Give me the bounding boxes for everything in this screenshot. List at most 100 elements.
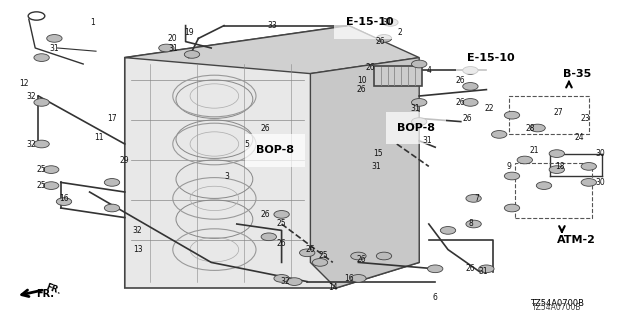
Text: 29: 29 — [120, 156, 130, 164]
Text: 31: 31 — [371, 162, 381, 171]
Text: 8: 8 — [468, 220, 473, 228]
Text: 27: 27 — [553, 108, 563, 116]
Text: FR.: FR. — [45, 283, 63, 296]
Text: 32: 32 — [280, 277, 290, 286]
Polygon shape — [310, 58, 419, 288]
Text: 25: 25 — [36, 181, 47, 190]
Text: 21: 21 — [530, 146, 539, 155]
Circle shape — [479, 265, 494, 273]
Circle shape — [34, 140, 49, 148]
Circle shape — [351, 275, 366, 282]
Text: 22: 22 — [485, 104, 494, 113]
Circle shape — [428, 265, 443, 273]
Text: 23: 23 — [580, 114, 591, 123]
Circle shape — [440, 227, 456, 234]
Text: 26: 26 — [276, 239, 287, 248]
Text: 16: 16 — [59, 194, 69, 203]
Text: 26: 26 — [462, 114, 472, 123]
Text: 31: 31 — [422, 136, 433, 145]
Circle shape — [300, 249, 315, 257]
Circle shape — [549, 150, 564, 157]
Circle shape — [549, 166, 564, 173]
Circle shape — [466, 220, 481, 228]
Circle shape — [351, 252, 366, 260]
Circle shape — [184, 51, 200, 58]
Circle shape — [412, 118, 427, 125]
Circle shape — [287, 278, 302, 285]
Circle shape — [383, 19, 398, 26]
Text: 2: 2 — [397, 28, 403, 36]
Text: 30: 30 — [595, 178, 605, 187]
Circle shape — [34, 54, 49, 61]
Circle shape — [274, 211, 289, 218]
Text: 25: 25 — [36, 165, 47, 174]
Circle shape — [412, 99, 427, 106]
Text: 17: 17 — [107, 114, 117, 123]
Circle shape — [466, 195, 481, 202]
Circle shape — [44, 166, 59, 173]
Circle shape — [504, 204, 520, 212]
Text: 20: 20 — [168, 34, 178, 43]
Text: 1: 1 — [90, 18, 95, 27]
Text: 4: 4 — [426, 66, 431, 75]
Text: 31: 31 — [410, 104, 420, 113]
Text: TZ54A0700B: TZ54A0700B — [530, 300, 584, 308]
Text: 25: 25 — [318, 252, 328, 260]
Bar — [515, 163, 592, 218]
Text: 13: 13 — [132, 245, 143, 254]
Circle shape — [312, 259, 328, 266]
Text: 11: 11 — [95, 133, 104, 142]
Text: 16: 16 — [344, 274, 354, 283]
Text: 32: 32 — [26, 92, 36, 100]
Circle shape — [581, 163, 596, 170]
Text: 28: 28 — [525, 124, 534, 132]
Text: E-15-10: E-15-10 — [467, 52, 515, 63]
Text: 32: 32 — [132, 226, 143, 235]
Circle shape — [412, 60, 427, 68]
Circle shape — [492, 131, 507, 138]
Text: 25: 25 — [276, 220, 287, 228]
Text: BOP-8: BOP-8 — [256, 145, 294, 156]
Circle shape — [56, 198, 72, 205]
Text: 3: 3 — [225, 172, 230, 180]
Circle shape — [530, 124, 545, 132]
Text: 33: 33 — [267, 21, 277, 30]
Text: 26: 26 — [376, 37, 386, 46]
Text: 18: 18 — [556, 162, 564, 171]
Text: 26: 26 — [356, 85, 367, 94]
Text: 6: 6 — [433, 293, 438, 302]
Text: E-15-10: E-15-10 — [346, 17, 393, 28]
Text: 31: 31 — [382, 18, 392, 27]
Text: BOP-8: BOP-8 — [397, 123, 435, 133]
Text: 19: 19 — [184, 28, 194, 36]
Circle shape — [536, 182, 552, 189]
Circle shape — [376, 35, 392, 42]
Circle shape — [463, 67, 478, 74]
Text: 26: 26 — [456, 76, 466, 84]
Circle shape — [261, 233, 276, 241]
Text: 32: 32 — [26, 140, 36, 148]
Text: 12: 12 — [20, 79, 29, 88]
Text: 26: 26 — [260, 124, 271, 132]
Text: 24: 24 — [574, 133, 584, 142]
Circle shape — [463, 99, 478, 106]
Circle shape — [44, 182, 59, 189]
Circle shape — [104, 179, 120, 186]
Text: 31: 31 — [168, 44, 178, 52]
Polygon shape — [125, 26, 419, 288]
Text: 9: 9 — [506, 162, 511, 171]
FancyBboxPatch shape — [374, 66, 422, 86]
Text: 14: 14 — [328, 284, 338, 292]
Text: 26: 26 — [465, 264, 476, 273]
Text: 26: 26 — [365, 63, 375, 72]
Circle shape — [34, 99, 49, 106]
Text: TZ54A0700B: TZ54A0700B — [532, 303, 582, 312]
Circle shape — [517, 156, 532, 164]
Bar — [509, 96, 589, 134]
Text: 26: 26 — [305, 245, 316, 254]
Circle shape — [376, 252, 392, 260]
Text: ATM-2: ATM-2 — [557, 235, 596, 245]
Circle shape — [463, 83, 478, 90]
Circle shape — [581, 179, 596, 186]
Circle shape — [159, 44, 174, 52]
